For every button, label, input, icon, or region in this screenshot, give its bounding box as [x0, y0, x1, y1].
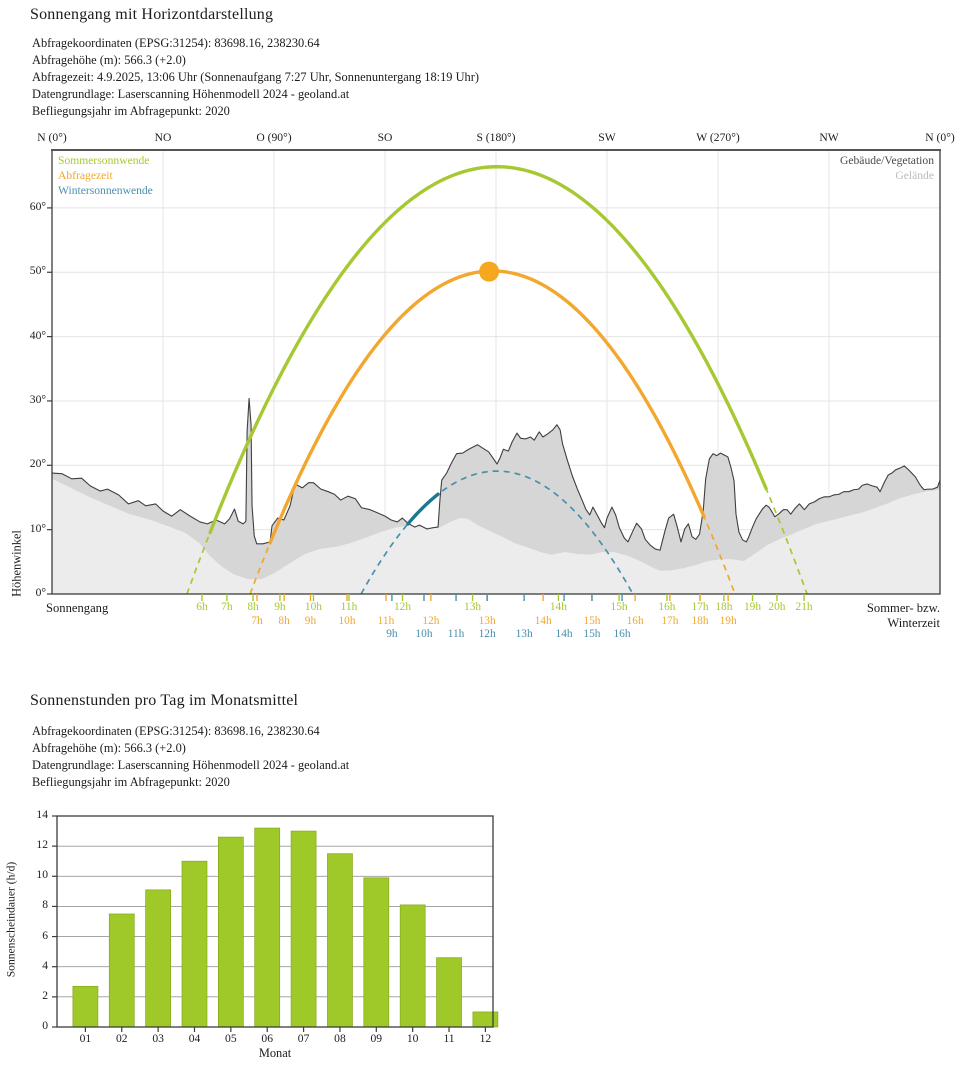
hour-label-sommersonnwende-21h: 21h [795, 601, 813, 613]
figure1-meta-coordinates: Abfragekoordinaten (EPSG:31254): 83698.1… [32, 36, 320, 50]
hour-label-abfragezeit-19h: 19h [719, 615, 737, 627]
hour-label-sommersonnwende-13h: 13h [464, 601, 482, 613]
compass-label-5: SW [598, 131, 616, 144]
figure2-xlabel: Monat [258, 1046, 292, 1060]
hour-label-wintersonnenwende-9h: 9h [386, 628, 398, 640]
figure1-meta-datasource: Datengrundlage: Laserscanning Höhenmodel… [32, 87, 350, 101]
bar-xtick-09: 09 [370, 1032, 383, 1045]
hour-label-sommersonnwende-14h: 14h [549, 601, 567, 613]
legend-gelaende: Gelände [895, 169, 934, 182]
figure1-meta-height: Abfragehöhe (m): 566.3 (+2.0) [32, 53, 186, 67]
ytick-20deg: 20° [29, 457, 46, 471]
bar-ytick-8: 8 [42, 898, 48, 912]
hour-label-abfragezeit-9h: 9h [304, 615, 317, 627]
bar-ytick-10: 10 [36, 868, 48, 882]
hour-label-sommersonnwende-20h: 20h [768, 601, 786, 613]
bar-xtick-02: 02 [115, 1032, 128, 1045]
hour-label-sommersonnwende-6h: 6h [196, 601, 208, 613]
figure1-meta-querytime: Abfragezeit: 4.9.2025, 13:06 Uhr (Sonnen… [32, 70, 479, 84]
compass-label-2: O (90°) [256, 131, 292, 144]
hour-label-sommersonnwende-7h: 7h [221, 601, 233, 613]
hour-label-abfragezeit-13h: 13h [478, 615, 496, 627]
figure1-meta-flightyear: Befliegungsjahr im Abfragepunkt: 2020 [32, 104, 230, 118]
figure2-title: Sonnenstunden pro Tag im Monatsmittel [30, 692, 299, 709]
hour-label-abfragezeit-8h: 8h [278, 615, 290, 627]
bar-xtick-08: 08 [334, 1032, 346, 1045]
hour-label-abfragezeit-15h: 15h [583, 615, 601, 627]
hour-label-wintersonnenwende-15h: 15h [583, 628, 601, 640]
hour-label-wintersonnenwende-11h: 11h [447, 628, 465, 640]
ytick-30deg: 30° [29, 392, 46, 406]
legend-wintersonnenwende: Wintersonnenwende [58, 184, 153, 197]
bar-xtick-06: 06 [261, 1032, 273, 1045]
hour-label-abfragezeit-12h: 12h [422, 615, 440, 627]
bar-xtick-01: 01 [79, 1032, 92, 1045]
sonnengang-label: Sonnengang [46, 601, 109, 615]
compass-label-8: N (0°) [925, 131, 955, 144]
bar-xtick-11: 11 [443, 1032, 455, 1045]
bar-ytick-6: 6 [42, 928, 48, 942]
compass-label-3: SO [377, 131, 393, 144]
hour-label-sommersonnwende-18h: 18h [715, 601, 733, 613]
hour-label-wintersonnenwende-10h: 10h [415, 628, 433, 640]
hour-label-wintersonnenwende-12h: 12h [478, 628, 496, 640]
hour-label-wintersonnenwende-16h: 16h [613, 628, 631, 640]
hour-label-abfragezeit-16h: 16h [626, 615, 644, 627]
bar-ytick-0: 0 [42, 1019, 48, 1032]
bar-xtick-03: 03 [152, 1032, 164, 1045]
hour-label-sommersonnwende-9h: 9h [274, 601, 286, 613]
bar-xtick-10: 10 [406, 1032, 419, 1045]
hour-label-sommersonnwende-11h: 11h [340, 601, 358, 613]
hour-label-wintersonnenwende-13h: 13h [515, 628, 533, 640]
hour-label-abfragezeit-18h: 18h [691, 615, 709, 627]
hour-label-sommersonnwende-15h: 15h [610, 601, 628, 613]
figure2-meta-height: Abfragehöhe (m): 566.3 (+2.0) [32, 741, 186, 755]
ytick-0deg: 0° [35, 586, 46, 599]
figure2-meta-coordinates: Abfragekoordinaten (EPSG:31254): 83698.1… [32, 724, 320, 738]
sommer-winterzeit-label-line1: Sommer- bzw. [866, 601, 940, 615]
hour-label-sommersonnwende-8h: 8h [247, 601, 259, 613]
compass-label-1: NO [154, 131, 172, 144]
compass-label-4: S (180°) [476, 131, 516, 144]
hour-label-abfragezeit-14h: 14h [534, 615, 552, 627]
hour-label-abfragezeit-7h: 7h [251, 615, 263, 627]
figure2-ylabel: Sonnenscheindauer (h/d) [4, 861, 18, 978]
compass-label-0: N (0°) [37, 131, 67, 144]
ytick-50deg: 50° [29, 264, 46, 278]
compass-label-7: NW [819, 131, 839, 144]
bar-ytick-2: 2 [42, 988, 48, 1002]
ytick-40deg: 40° [29, 328, 46, 342]
hour-label-sommersonnwende-10h: 10h [304, 601, 322, 613]
hour-label-abfragezeit-11h: 11h [377, 615, 395, 627]
compass-label-6: W (270°) [696, 131, 740, 144]
sommer-winterzeit-label-line2: Winterzeit [887, 616, 940, 630]
hour-label-sommersonnwende-12h: 12h [393, 601, 412, 613]
hour-label-abfragezeit-17h: 17h [661, 615, 679, 627]
bar-ytick-14: 14 [36, 808, 48, 821]
ytick-10deg: 10° [29, 521, 46, 535]
bar-xtick-04: 04 [188, 1032, 201, 1045]
ytick-60deg: 60° [29, 199, 46, 213]
hour-label-sommersonnwende-19h: 19h [743, 601, 762, 613]
hour-label-sommersonnwende-16h: 16h [658, 601, 676, 613]
figure1-title: Sonnengang mit Horizontdarstellung [30, 6, 274, 23]
bar-xtick-05: 05 [225, 1032, 237, 1045]
legend-gebaeude-vegetation: Gebäude/Vegetation [839, 154, 934, 167]
bar-xtick-12: 12 [479, 1032, 492, 1045]
figure2-meta-datasource: Datengrundlage: Laserscanning Höhenmodel… [32, 758, 350, 772]
figure2-meta-flightyear: Befliegungsjahr im Abfragepunkt: 2020 [32, 775, 230, 789]
legend-abfragezeit: Abfragezeit [58, 169, 113, 182]
hour-label-sommersonnwende-17h: 17h [691, 601, 709, 613]
legend-sommersonnwende: Sommersonnwende [58, 154, 150, 167]
bar-ytick-12: 12 [36, 838, 48, 852]
hour-label-abfragezeit-10h: 10h [338, 615, 356, 627]
bar-ytick-4: 4 [42, 958, 48, 972]
hour-label-wintersonnenwende-14h: 14h [555, 628, 573, 640]
bar-xtick-07: 07 [297, 1032, 310, 1045]
